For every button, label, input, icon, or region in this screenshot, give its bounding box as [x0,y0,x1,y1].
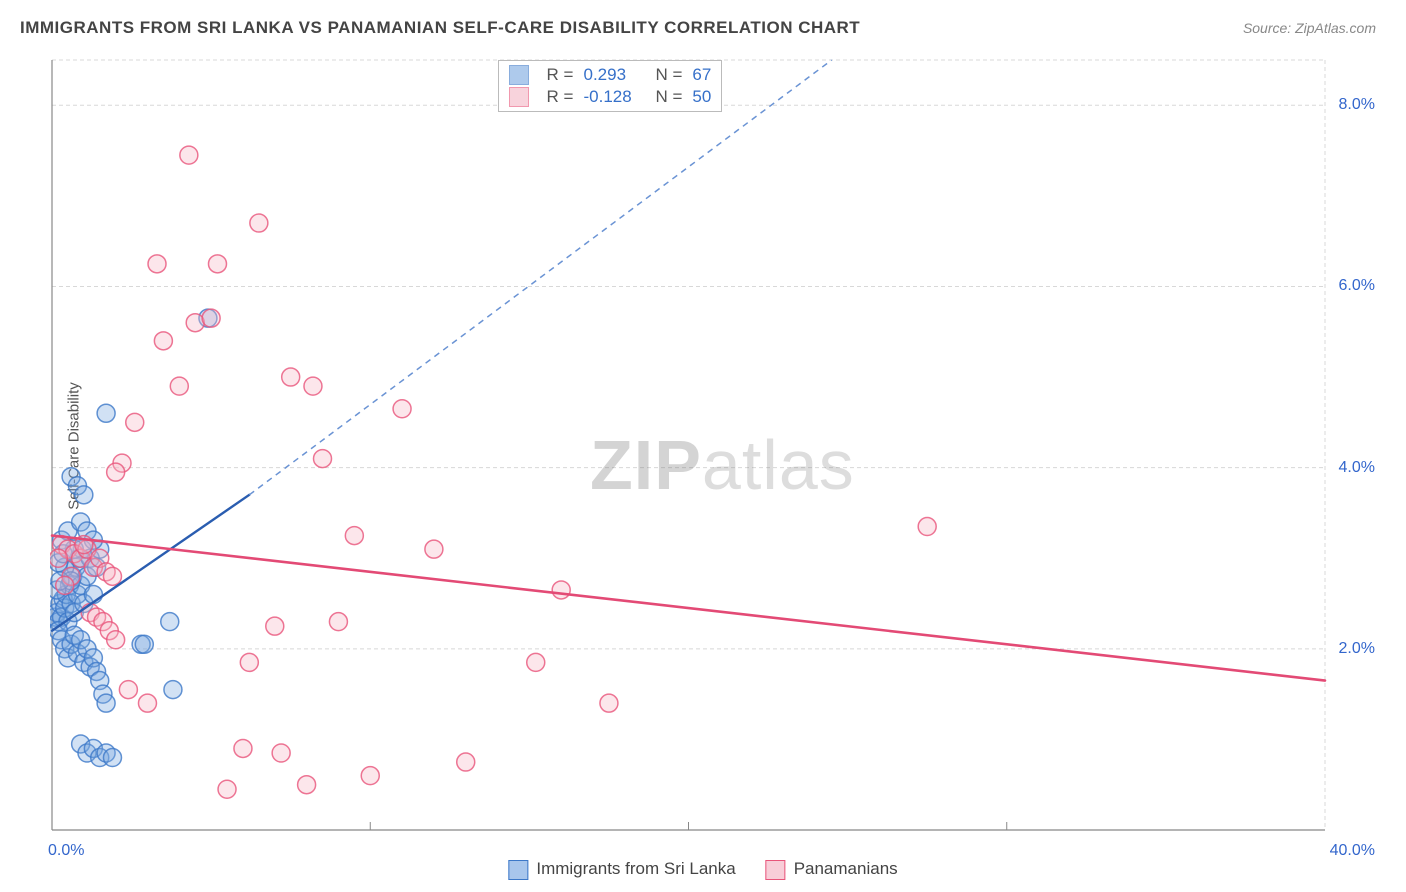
x-tick-max: 40.0% [1330,842,1375,860]
r-label: R = [547,65,574,85]
chart-title: IMMIGRANTS FROM SRI LANKA VS PANAMANIAN … [20,18,860,38]
n-label: N = [655,87,682,107]
legend-swatch [509,65,529,85]
r-value: -0.128 [583,87,645,107]
r-value: 0.293 [583,65,645,85]
n-value: 67 [692,65,711,85]
x-tick-min: 0.0% [48,842,84,860]
y-tick-label: 2.0% [1339,640,1375,658]
legend-item: Immigrants from Sri Lanka [508,859,735,880]
series-legend: Immigrants from Sri Lanka Panamanians [508,859,897,880]
n-value: 50 [692,87,711,107]
correlation-legend-row: R = 0.293 N = 67 [509,65,712,85]
legend-label: Panamanians [794,859,898,878]
r-label: R = [547,87,574,107]
source-label: Source: ZipAtlas.com [1243,20,1376,36]
scatter-plot: R = 0.293 N = 67R = -0.128 N = 50 ZIPatl… [50,55,1380,835]
legend-label: Immigrants from Sri Lanka [536,859,735,878]
legend-swatch [766,860,786,880]
correlation-legend-box: R = 0.293 N = 67R = -0.128 N = 50 [498,60,723,112]
legend-swatch [508,860,528,880]
y-tick-label: 4.0% [1339,459,1375,477]
n-label: N = [655,65,682,85]
plot-svg [50,55,1380,835]
y-tick-label: 6.0% [1339,277,1375,295]
y-tick-label: 8.0% [1339,96,1375,114]
legend-item: Panamanians [766,859,898,880]
correlation-legend-row: R = -0.128 N = 50 [509,87,712,107]
legend-swatch [509,87,529,107]
